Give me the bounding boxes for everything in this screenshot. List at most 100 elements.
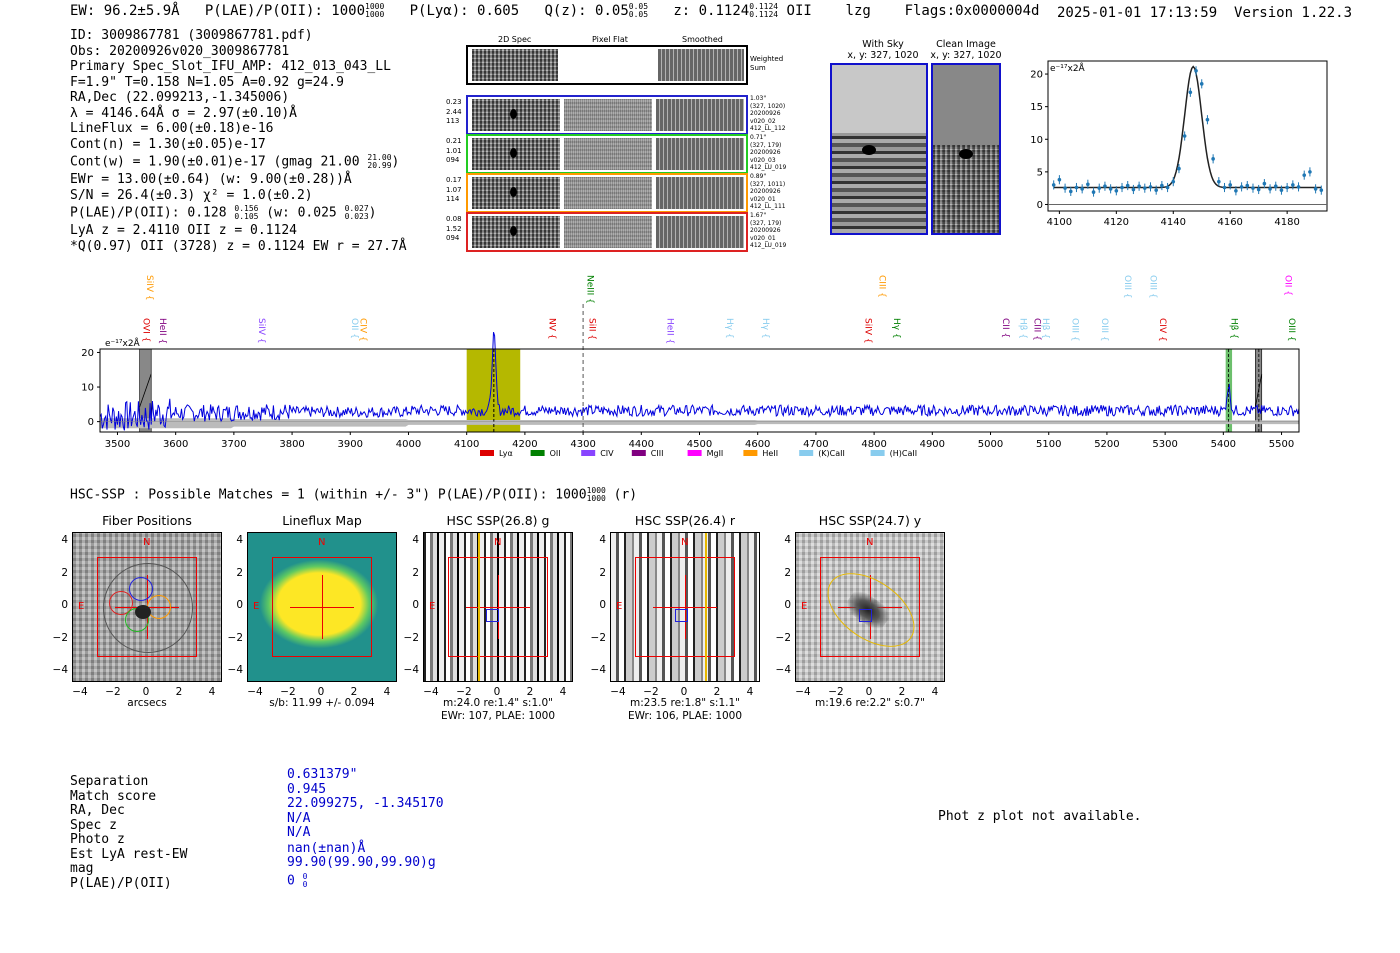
zoom-data-point	[1256, 187, 1261, 192]
full-xtick-label: 4200	[512, 439, 537, 450]
yellow-stripe	[478, 533, 480, 681]
zoom-data-point	[1120, 185, 1124, 190]
hsc-panel-image: N E	[610, 532, 760, 682]
info-lya: LyA z = 2.4110 OII z = 0.1124	[70, 223, 297, 238]
right-info: 20200926	[750, 149, 781, 157]
full-xtick-label: 4300	[570, 439, 595, 450]
contw-close: )	[391, 154, 400, 170]
fiber-blue	[129, 577, 153, 601]
hsc-panel-title: HSC SSP(26.4) r	[634, 513, 736, 528]
clean-coords: x, y: 327, 1020	[930, 50, 1002, 61]
hsc-xtick-label: 2	[526, 686, 534, 698]
zoom-data-point	[1199, 82, 1204, 86]
match-value-radec: 22.099275, -1.345170	[287, 796, 444, 811]
zoom-data-point	[1228, 183, 1233, 187]
hsc-ytick-label: 2	[412, 566, 419, 579]
left-stat: 1.07	[446, 185, 462, 194]
line-label: OIII {	[1148, 275, 1158, 299]
line-label: OVI {	[141, 318, 151, 342]
plae-info-lo: 0.105	[234, 212, 259, 221]
hsc-ytick-label: 4	[236, 534, 243, 546]
hsc-xtick-label: 2	[350, 686, 358, 698]
hsc-ytick-label: 2	[599, 566, 606, 579]
right-info: 412_LU_019	[750, 242, 787, 250]
hsc-xtick-label: 2	[898, 686, 906, 698]
cutout-smoothed	[656, 216, 744, 248]
hsc-ytick-label: −4	[775, 664, 791, 676]
full-xtick-label: 5500	[1269, 439, 1294, 450]
line-label: NV {	[546, 318, 556, 339]
cutout-row-1	[466, 95, 748, 135]
north-label: N	[318, 537, 326, 548]
right-info: (327, 179)	[750, 141, 782, 149]
hsc-ytick-label: −4	[590, 664, 606, 676]
full-xtick-label: 4100	[454, 439, 479, 450]
right-info: v020_01	[750, 195, 776, 203]
with-sky-image	[830, 63, 928, 235]
zoom-data-point	[1165, 185, 1170, 190]
right-info: 412_LL_112	[750, 125, 786, 133]
zoom-data-point	[1114, 188, 1119, 193]
legend-swatch	[530, 450, 545, 456]
match-label-lyaew: Est LyA rest-EW	[70, 846, 188, 862]
zoom-xtick-label: 4100	[1047, 217, 1072, 228]
hsc-ytick-label: −2	[775, 631, 791, 644]
info-id: ID: 3009867781 (3009867781.pdf)	[70, 28, 313, 43]
weighted-sum-frame	[466, 45, 748, 85]
hsc-caption-1: s/b: 11.99 +/- 0.094	[269, 697, 375, 709]
zoom-data-point	[1068, 189, 1073, 194]
hsc-caption-2: EWr: 106, PLAE: 1000	[627, 710, 743, 722]
full-xtick-label: 3600	[163, 439, 188, 450]
aperture-box	[635, 557, 735, 657]
info-plae: P(LAE)/P(OII): 0.128 0.156 0.105 (w: 0.02…	[70, 205, 407, 221]
right-info: v020_02	[750, 117, 776, 125]
right-info: 0.89"	[750, 173, 767, 180]
right-info: 0.71"	[750, 134, 767, 141]
line-label: Hγ {	[724, 318, 734, 339]
line-label: CIII {	[1031, 318, 1041, 341]
legend-label: HeII	[762, 449, 778, 458]
legend-swatch	[870, 450, 885, 456]
zoom-spectrum-chart: 0 5 10 15 20 4100 4120 4140 4160 4180 e⁻¹⁷x2Å	[1030, 60, 1328, 228]
match-label-specz: Spec z	[70, 817, 117, 833]
zoom-data-point	[1251, 186, 1255, 190]
hsc-panel-title: Fiber Positions	[102, 513, 192, 528]
hsc-panel-image: N E	[72, 532, 222, 682]
left-stat: 0.21	[446, 137, 462, 145]
hsc-ytick-label: 0	[784, 599, 791, 611]
cutout-row-left-stats: 0.21 1.01 094	[446, 137, 462, 166]
match-plae-lo: 0	[302, 879, 308, 889]
zoom-data-point	[1057, 177, 1062, 182]
ew-value: EW: 96.2±5.9Å	[70, 3, 180, 19]
right-info: v020_03	[750, 156, 776, 164]
legend-swatch	[687, 450, 702, 456]
line-label: SiII {	[587, 318, 597, 340]
legend-swatch	[631, 450, 646, 456]
hsc-caption-1: m:23.5 re:1.8" s:1.1"	[630, 697, 740, 709]
zoom-xtick-label: 4180	[1274, 217, 1299, 228]
cutout-smoothed	[656, 138, 744, 170]
clean-noise	[933, 145, 999, 233]
hsc-ytick-label: 4	[412, 534, 419, 546]
hsc-xtick-label: −4	[795, 686, 811, 698]
line-label: NeIII {	[584, 275, 594, 304]
zoom-ytick-label: 15	[1030, 102, 1043, 113]
cutout-smoothed	[656, 177, 744, 209]
cutout-row-right-info: 1.03" (327, 1020) 20200926 v020_02 412_LL_11…	[750, 95, 786, 133]
zoom-data-point	[1273, 184, 1278, 189]
zoom-data-point	[1108, 187, 1113, 191]
full-ytick-label: 10	[81, 383, 94, 394]
zoom-data-point	[1160, 183, 1164, 188]
zoom-data-point	[1302, 173, 1307, 177]
cutout-row-right-info: 1.67" (327, 179) 20200926 v020_01 412_LU_019	[750, 212, 786, 250]
zoom-data-point	[1051, 183, 1056, 187]
hsc-xtick-label: 4	[383, 686, 391, 698]
hsc-xtick-label: 2	[175, 686, 183, 698]
qz-hi: 0.05	[628, 2, 649, 11]
hsc-xtick-label: 0	[865, 686, 873, 698]
north-label: N	[143, 537, 151, 548]
crosshair-h	[466, 607, 530, 608]
right-info: 1.03"	[750, 95, 767, 102]
plae-text: P(LAE)/P(OII): 0.128	[70, 205, 227, 221]
zoom-data-point	[1148, 185, 1153, 189]
